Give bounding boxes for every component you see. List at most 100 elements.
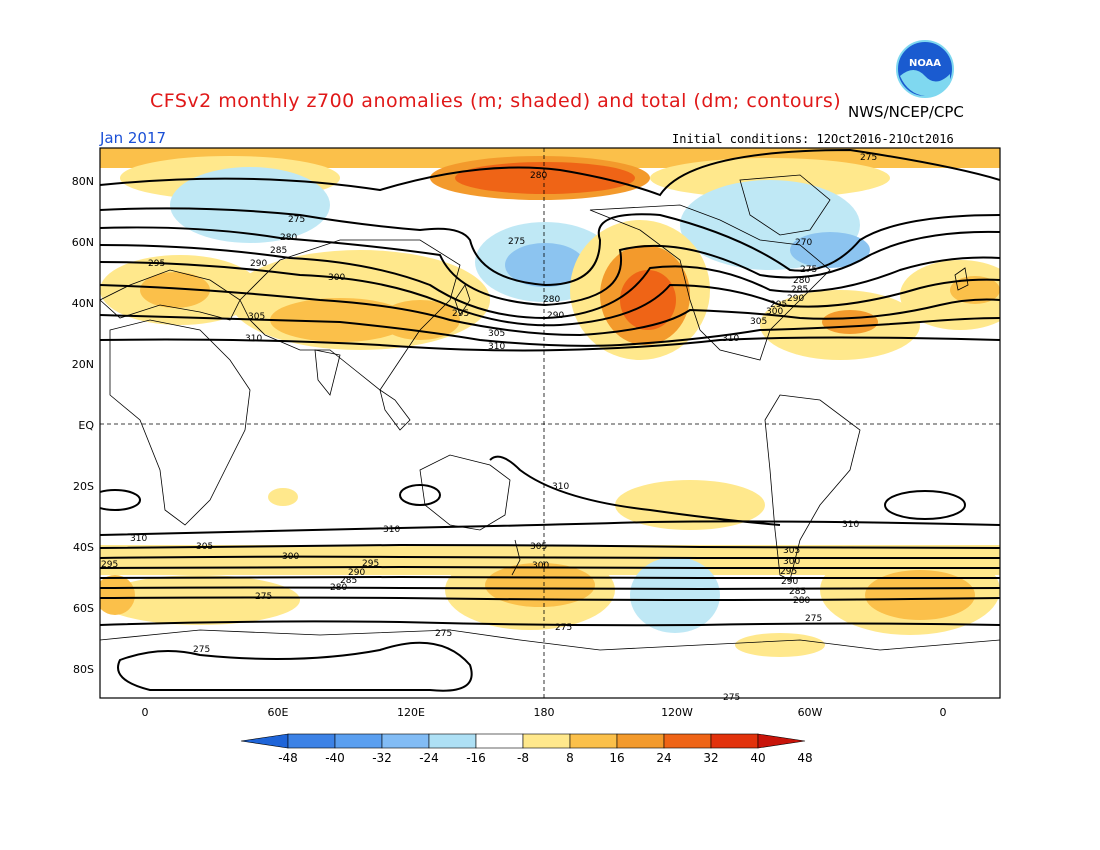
chart-title: CFSv2 monthly z700 anomalies (m; shaded)… — [150, 90, 842, 112]
height-contours — [100, 148, 1000, 692]
anomaly-area — [615, 480, 765, 530]
lat-label: 20N — [72, 358, 94, 371]
contour-label: 275 — [555, 623, 572, 633]
contour-label: 310 — [383, 525, 400, 535]
lon-label: 60W — [798, 706, 823, 719]
anomaly-area — [270, 298, 410, 342]
contour-label: 285 — [270, 246, 287, 256]
lat-label: 60N — [72, 236, 94, 249]
contour-label: 305 — [530, 542, 547, 552]
contour-label: 290 — [547, 311, 564, 321]
contour-label: 275 — [255, 592, 272, 602]
continent-outline — [954, 267, 969, 291]
contour-line — [100, 207, 1000, 287]
contour-label: 295 — [101, 560, 118, 570]
continent-outline — [739, 174, 831, 236]
colorbar-swatch — [710, 733, 759, 749]
latitude-axis: 80N 60N 40N 20N EQ 20S 40S 60S 80S — [72, 175, 95, 676]
contour-label: 290 — [781, 577, 798, 587]
contour-line — [100, 148, 1000, 197]
anomaly-area — [735, 633, 825, 657]
contour-label: 305 — [248, 312, 265, 322]
contour-label: 310 — [842, 520, 859, 530]
contour-label: 285 — [789, 587, 806, 597]
colorbar-swatch — [381, 733, 430, 749]
contour-label: 280 — [530, 171, 547, 181]
contour-label: 290 — [348, 568, 365, 578]
contour-line — [117, 641, 473, 692]
lat-label: EQ — [78, 419, 94, 432]
contour-label: 280 — [330, 583, 347, 593]
anomaly-shading — [100, 148, 1000, 657]
contour-label: 310 — [245, 334, 262, 344]
contour-label: 295 — [780, 567, 797, 577]
contour-label: 310 — [488, 342, 505, 352]
contour-line — [884, 490, 966, 520]
contour-label: 300 — [532, 561, 549, 571]
anomaly-area — [268, 488, 298, 506]
contour-label: 285 — [340, 576, 357, 586]
lon-label: 60E — [268, 706, 289, 719]
colorbar-swatch — [616, 733, 665, 749]
anomaly-area — [620, 270, 676, 330]
colorbar-swatch — [428, 733, 477, 749]
continent-outline — [109, 319, 251, 526]
colorbar-label: -32 — [372, 751, 392, 765]
contour-line — [100, 575, 1000, 580]
colorbar-label: 16 — [609, 751, 624, 765]
contour-label: 295 — [452, 309, 469, 319]
lat-label: 60S — [73, 602, 94, 615]
lon-label: 120W — [661, 706, 693, 719]
contour-label: 275 — [860, 153, 877, 163]
contour-line — [100, 489, 141, 511]
lon-label: 0 — [142, 706, 149, 719]
colorbar-swatch — [522, 733, 571, 749]
contour-line — [489, 455, 781, 526]
contour-label: 300 — [783, 557, 800, 567]
contour-label: 275 — [435, 629, 452, 639]
contour-label: 310 — [552, 482, 569, 492]
contour-line — [100, 261, 1000, 327]
colorbar: -48 -40 -32 -24 -16 -8 8 16 24 32 40 48 — [240, 733, 813, 765]
colorbar-arrow-left — [240, 733, 289, 749]
contour-line — [100, 555, 1000, 560]
colorbar-label: 48 — [797, 751, 812, 765]
colorbar-label: 8 — [566, 751, 574, 765]
contour-line — [399, 484, 441, 506]
colorbar-label: -40 — [325, 751, 345, 765]
anomaly-area — [140, 272, 210, 308]
lon-label: 180 — [534, 706, 555, 719]
anomaly-area — [505, 243, 585, 287]
contour-label: 305 — [783, 546, 800, 556]
continent-outline — [511, 539, 521, 576]
anomaly-area — [170, 167, 330, 243]
lat-label: 80S — [73, 663, 94, 676]
noaa-logo-icon: NOAA — [896, 40, 954, 98]
contour-label: 295 — [362, 559, 379, 569]
contour-label: 305 — [488, 329, 505, 339]
lat-label: 80N — [72, 175, 94, 188]
anomaly-area — [790, 232, 870, 268]
contour-label: 290 — [787, 294, 804, 304]
contour-label: 290 — [250, 259, 267, 269]
contour-label: 280 — [793, 596, 810, 606]
colorbar-arrow-right — [757, 733, 806, 749]
colorbar-swatch — [287, 733, 336, 749]
initial-conditions: Initial conditions: 12Oct2016-21Oct2016 — [672, 132, 954, 146]
anomaly-area — [100, 575, 135, 615]
colorbar-swatch — [663, 733, 712, 749]
contour-line — [100, 596, 1000, 602]
agency-label: NWS/NCEP/CPC — [848, 103, 964, 121]
contour-label: 275 — [508, 237, 525, 247]
colorbar-label: -24 — [419, 751, 439, 765]
contour-label: 310 — [722, 334, 739, 344]
lat-label: 40N — [72, 297, 94, 310]
contour-line — [100, 244, 1000, 320]
contour-line — [100, 314, 1000, 347]
continent-outline — [314, 349, 341, 396]
contour-label: 280 — [280, 233, 297, 243]
continent-outline — [419, 454, 511, 531]
colorbar-swatch — [569, 733, 618, 749]
longitude-axis: 0 60E 120E 180 120W 60W 0 — [142, 706, 947, 719]
